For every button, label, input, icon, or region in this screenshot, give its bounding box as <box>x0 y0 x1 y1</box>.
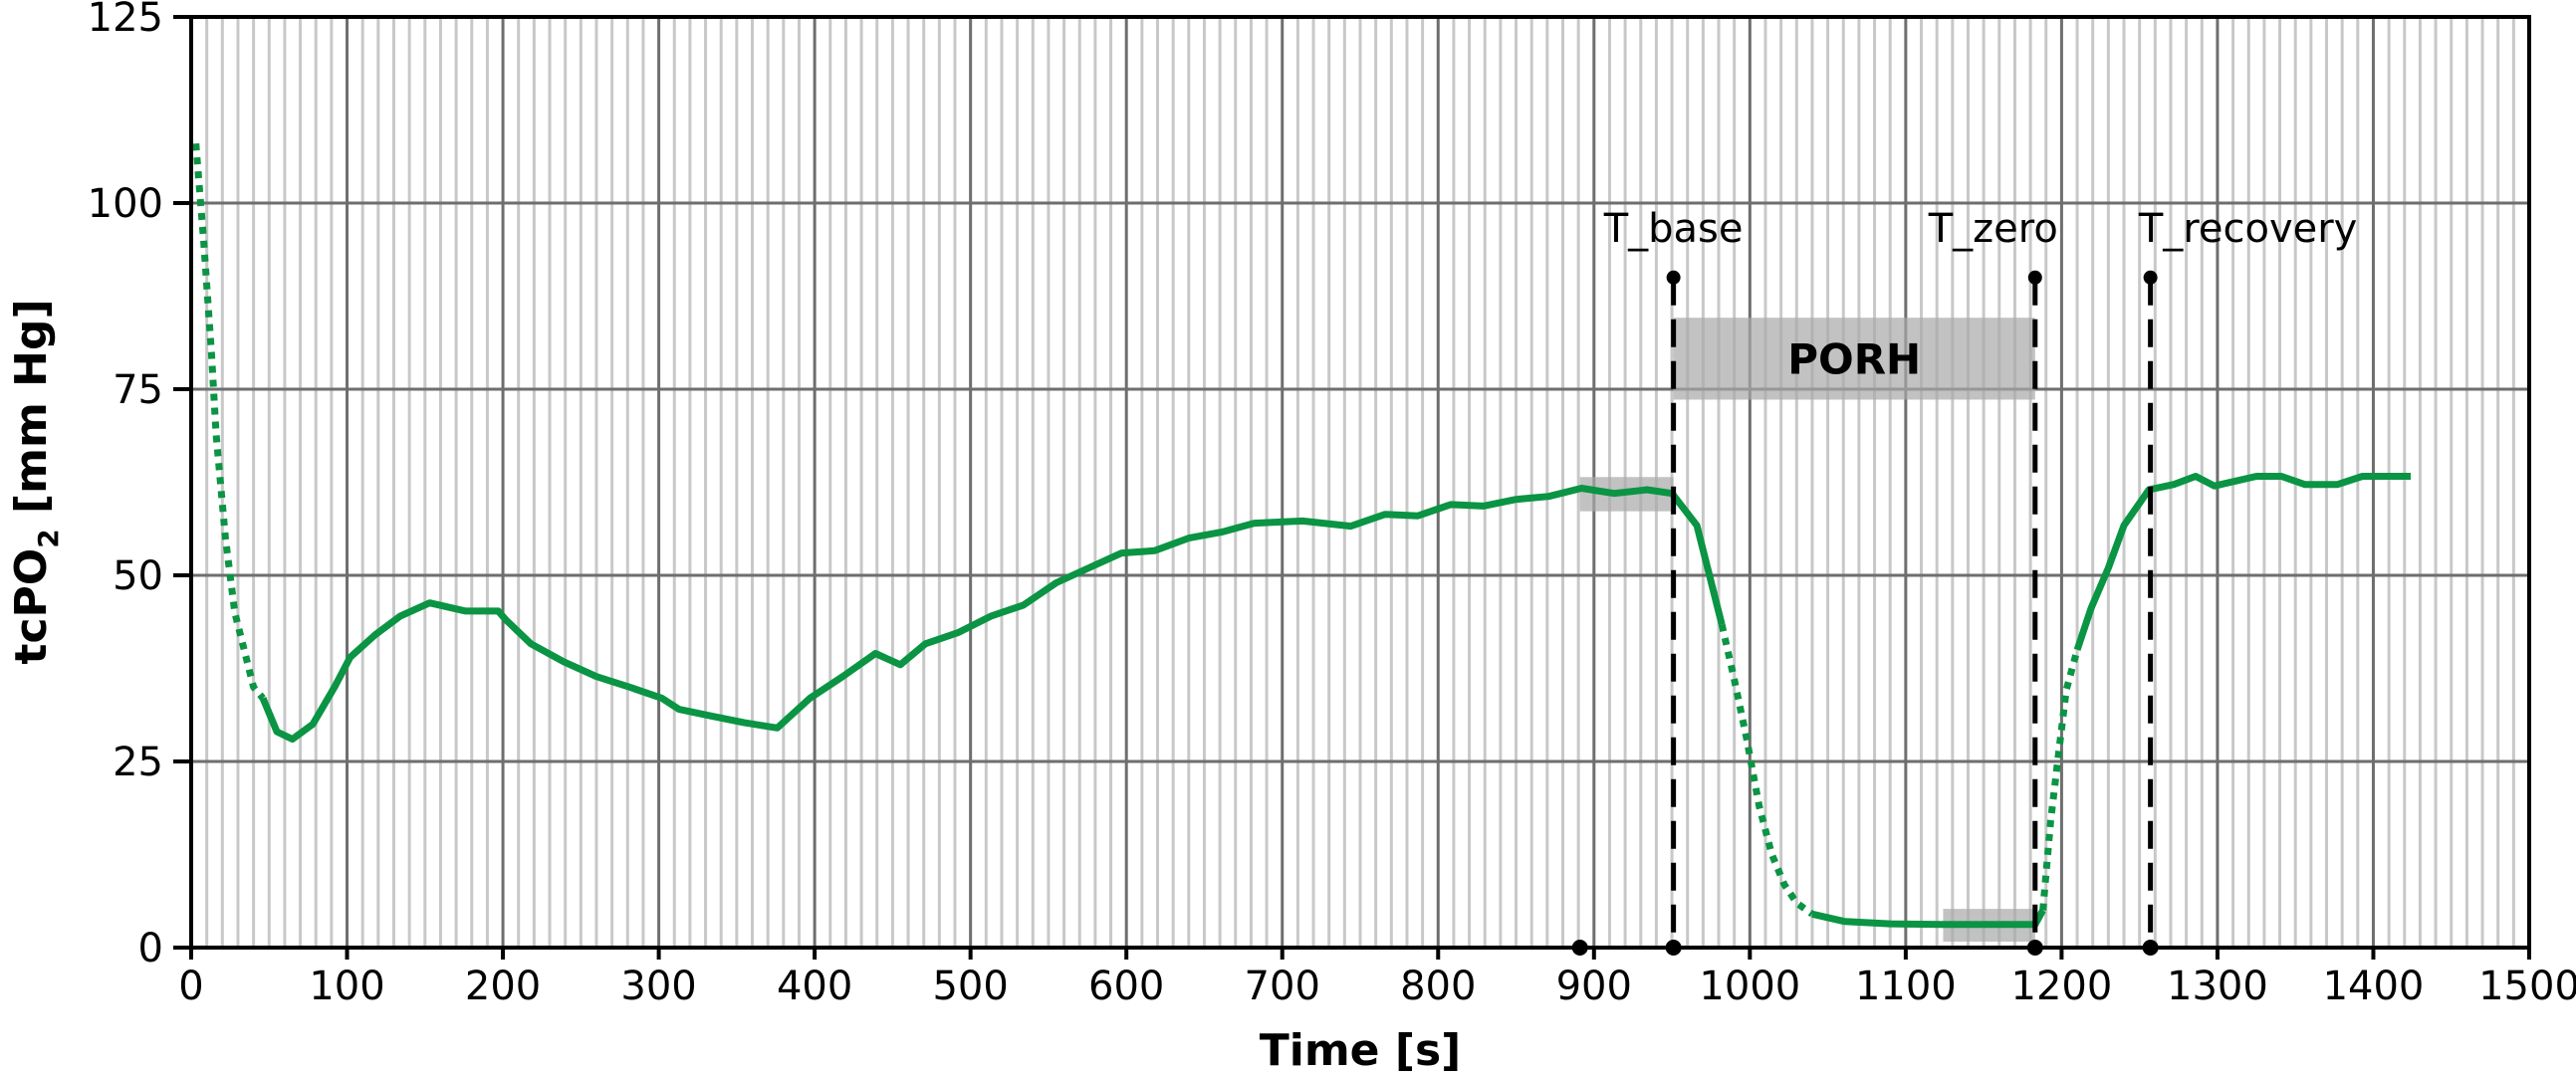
marker-label: T_zero <box>1928 206 2058 252</box>
x-tick-label: 400 <box>777 964 852 1009</box>
y-tick-label: 100 <box>88 181 163 227</box>
x-tick-label: 1000 <box>1699 964 1800 1009</box>
x-tick-label: 600 <box>1088 964 1164 1009</box>
y-label-subscript: 2 <box>32 529 65 547</box>
x-tick-label: 200 <box>465 964 541 1009</box>
y-tick-label: 0 <box>138 926 163 971</box>
tick-labels: 0 100 200 300 400 500 600 700 800 900 1000 1100 1200… <box>88 0 2576 1009</box>
x-tick-label: 500 <box>932 964 1008 1009</box>
series-line-dotted <box>1718 623 1814 918</box>
marker-label: T_base <box>1603 206 1744 252</box>
marker-top-dot <box>1666 270 1681 285</box>
x-tick-label: 900 <box>1556 964 1632 1009</box>
x-tick-label: 100 <box>309 964 384 1009</box>
y-label-main: tcPO <box>6 548 57 665</box>
data-lines <box>192 142 2411 929</box>
x-tick-label: 1500 <box>2478 964 2576 1009</box>
series-line-dotted <box>2039 648 2081 911</box>
porh-box <box>1673 318 2035 400</box>
marker-top-dot <box>2143 270 2158 285</box>
x-tick-label: 300 <box>620 964 696 1009</box>
y-tick-label: 75 <box>113 367 163 413</box>
marker-label: T_recovery <box>2138 206 2357 252</box>
y-label-unit: [mm Hg] <box>6 299 57 529</box>
x-tick-label: 1100 <box>1855 964 1957 1009</box>
y-tick-label: 50 <box>113 553 163 599</box>
y-tick-label: 25 <box>113 740 163 785</box>
x-tick-label: 800 <box>1400 964 1476 1009</box>
marker-top-dot <box>2027 270 2042 285</box>
x-tick-label: 1400 <box>2323 964 2425 1009</box>
series-line-solid <box>259 485 1726 744</box>
x-tick-label: 1200 <box>2011 964 2113 1009</box>
y-axis-label: tcPO2 [mm Hg] <box>6 299 65 664</box>
y-tick-label: 125 <box>88 0 163 41</box>
porh-label: PORH <box>1787 334 1921 383</box>
plot-frame <box>189 15 2531 950</box>
annotation-boxes: PORH <box>1579 318 2035 943</box>
event-markers: T_base T_zero T_recovery <box>1571 206 2357 956</box>
x-tick-label: 0 <box>178 964 203 1009</box>
x-tick-label: 700 <box>1245 964 1320 1009</box>
series-line-solid <box>2073 473 2411 651</box>
x-tick-label: 1300 <box>2167 964 2268 1009</box>
x-axis-label: Time [s] <box>1260 1025 1462 1076</box>
series-line-dotted <box>192 142 266 701</box>
